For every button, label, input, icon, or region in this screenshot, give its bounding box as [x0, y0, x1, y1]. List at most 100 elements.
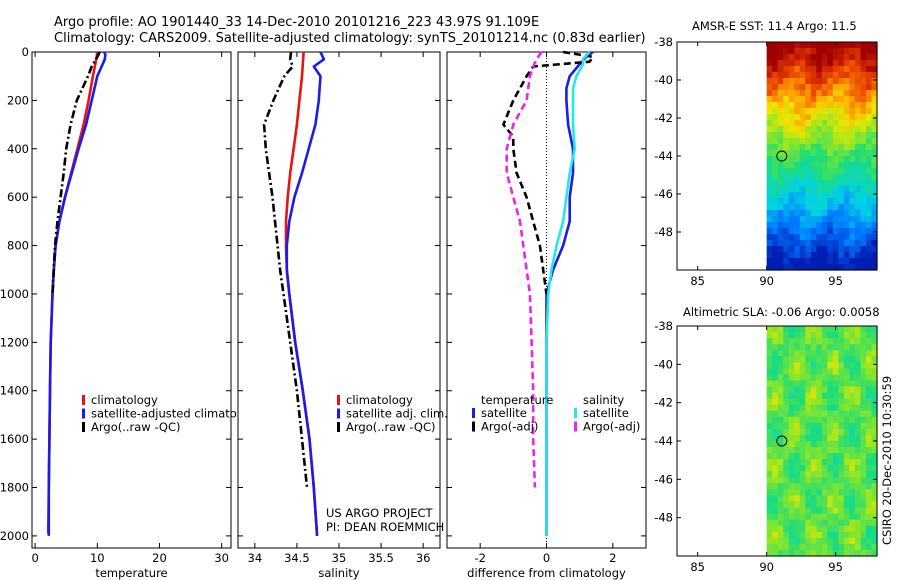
- field-cell: [810, 240, 817, 247]
- field-cell: [821, 422, 828, 430]
- legend-swatch: [82, 408, 85, 419]
- field-cell: [799, 138, 806, 145]
- field-cell: [854, 501, 862, 509]
- field-cell: [810, 156, 817, 163]
- field-cell: [794, 422, 801, 430]
- field-cell: [766, 398, 773, 406]
- field-cell: [794, 386, 801, 394]
- field-cell: [772, 422, 779, 430]
- field-cell: [766, 240, 773, 247]
- field-cell: [794, 350, 801, 357]
- field-cell: [777, 453, 784, 460]
- field-cell: [766, 210, 773, 217]
- field-cell: [838, 240, 845, 247]
- field-cell: [794, 144, 801, 151]
- field-cell: [772, 126, 779, 133]
- field-cell: [838, 126, 845, 133]
- field-cell: [821, 186, 828, 193]
- field-cell: [832, 162, 839, 169]
- field-cell: [865, 507, 873, 515]
- temp-axes-frame: [31, 51, 232, 549]
- field-cell: [772, 72, 779, 79]
- field-cell: [854, 410, 862, 418]
- field-cell: [810, 447, 817, 454]
- field-cell: [865, 162, 873, 169]
- field-cell: [788, 453, 795, 460]
- field-cell: [865, 525, 873, 533]
- field-cell: [799, 162, 806, 169]
- field-cell: [865, 453, 873, 460]
- field-cell: [843, 332, 851, 339]
- field-cell: [783, 428, 790, 436]
- field-cell: [843, 234, 851, 241]
- field-cell: [794, 120, 801, 127]
- field-cell: [794, 489, 801, 497]
- field-cell: [777, 162, 784, 169]
- field-cell: [871, 120, 878, 127]
- field-cell: [854, 198, 862, 205]
- field-cell: [777, 210, 784, 217]
- field-cell: [821, 120, 828, 127]
- legend-label: Argo(..raw -QC): [91, 420, 181, 434]
- field-cell: [766, 465, 773, 472]
- field-cell: [783, 138, 790, 145]
- field-cell: [843, 374, 851, 382]
- field-cell: [821, 210, 828, 217]
- field-cell: [865, 350, 873, 357]
- field-cell: [788, 120, 795, 127]
- field-cell: [821, 459, 828, 466]
- y-tick-label: 1200: [0, 335, 29, 349]
- field-cell: [766, 453, 773, 460]
- field-cell: [799, 326, 806, 333]
- field-cell: [788, 186, 795, 193]
- field-cell: [849, 453, 856, 460]
- field-cell: [865, 144, 873, 151]
- field-cell: [827, 144, 834, 151]
- field-cell: [788, 108, 795, 115]
- field-cell: [794, 102, 801, 109]
- field-cell: [860, 374, 867, 382]
- field-cell: [783, 392, 790, 400]
- series-line-satellite-adj-clim-: [285, 51, 326, 536]
- field-cell: [838, 453, 845, 460]
- field-cell: [805, 374, 812, 382]
- field-cell: [832, 84, 839, 91]
- field-cell: [794, 453, 801, 460]
- field-cell: [816, 48, 823, 55]
- field-cell: [832, 398, 839, 406]
- field-cell: [799, 222, 806, 229]
- field-cell: [788, 216, 795, 223]
- field-cell: [832, 513, 839, 521]
- field-cell: [772, 138, 779, 145]
- field-cell: [810, 228, 817, 235]
- field-cell: [805, 489, 812, 497]
- field-cell: [794, 180, 801, 187]
- field-cell: [849, 144, 856, 151]
- field-cell: [783, 374, 790, 382]
- field-cell: [827, 246, 834, 253]
- field-cell: [821, 264, 828, 271]
- field-cell: [860, 54, 867, 61]
- field-cell: [849, 519, 856, 527]
- field-cell: [821, 60, 828, 67]
- field-cell: [783, 483, 790, 491]
- field-cell: [805, 156, 812, 163]
- field-cell: [799, 96, 806, 103]
- field-cell: [849, 66, 856, 73]
- field-cell: [777, 465, 784, 472]
- field-cell: [816, 398, 823, 406]
- field-cell: [849, 222, 856, 229]
- field-cell: [849, 42, 856, 49]
- field-cell: [766, 441, 773, 448]
- field-cell: [805, 483, 812, 491]
- field-cell: [821, 483, 828, 491]
- field-cell: [854, 78, 862, 85]
- field-cell: [816, 132, 823, 139]
- field-cell: [783, 114, 790, 121]
- field-cell: [783, 537, 790, 545]
- field-cell: [854, 338, 862, 345]
- field-cell: [777, 252, 784, 259]
- legend-swatch: [337, 422, 340, 432]
- field-cell: [860, 114, 867, 121]
- field-cell: [843, 380, 851, 388]
